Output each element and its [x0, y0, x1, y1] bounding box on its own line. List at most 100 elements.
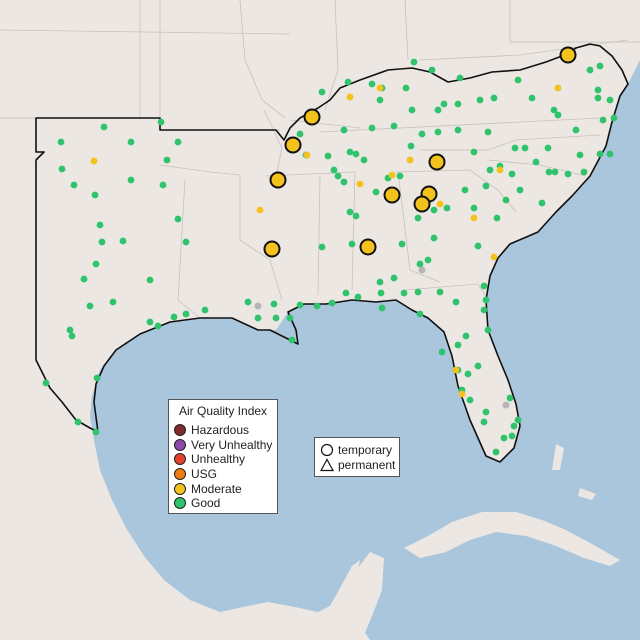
good-monitor: [416, 310, 424, 318]
good-monitor: [352, 212, 360, 220]
triangle-icon: [320, 457, 334, 471]
moderate-temporary-monitor: [359, 238, 377, 256]
circle-icon: [320, 443, 334, 456]
moderate-temporary-monitor: [269, 171, 287, 189]
good-monitor: [92, 260, 100, 268]
moderate-temporary-monitor: [383, 186, 401, 204]
good-monitor: [330, 166, 338, 174]
legend-item-temporary: temporary: [320, 442, 399, 457]
good-monitor: [86, 302, 94, 310]
good-monitor: [606, 150, 614, 158]
good-monitor: [146, 276, 154, 284]
no-data-monitor: [418, 266, 426, 274]
good-monitor: [244, 298, 252, 306]
good-monitor: [368, 124, 376, 132]
good-monitor: [594, 94, 602, 102]
good-monitor: [476, 96, 484, 104]
good-monitor: [482, 296, 490, 304]
good-monitor: [402, 84, 410, 92]
good-monitor: [400, 289, 408, 297]
bahamas-landmass: [552, 444, 596, 500]
good-monitor: [454, 126, 462, 134]
good-monitor: [58, 165, 66, 173]
good-monitor: [484, 326, 492, 334]
good-monitor: [466, 396, 474, 404]
good-monitor: [378, 304, 386, 312]
good-monitor: [610, 114, 618, 122]
good-monitor: [470, 204, 478, 212]
good-monitor: [486, 166, 494, 174]
legend-item-good: Good: [174, 496, 277, 511]
moderate-temporary-monitor: [263, 240, 281, 258]
good-monitor: [344, 78, 352, 86]
good-monitor: [340, 126, 348, 134]
good-monitor: [92, 428, 100, 436]
good-monitor: [454, 100, 462, 108]
good-monitor: [348, 240, 356, 248]
good-monitor: [464, 370, 472, 378]
good-monitor: [502, 196, 510, 204]
moderate-monitor: [452, 366, 460, 374]
good-monitor: [594, 86, 602, 94]
good-monitor: [318, 243, 326, 251]
good-monitor: [272, 314, 280, 322]
good-monitor: [390, 122, 398, 130]
good-monitor: [434, 128, 442, 136]
moderate-temporary-monitor: [413, 195, 431, 213]
legend-item-permanent: permanent: [320, 457, 399, 472]
good-monitor: [508, 170, 516, 178]
moderate-monitor: [303, 151, 311, 159]
good-monitor: [201, 306, 209, 314]
good-monitor: [596, 150, 604, 158]
good-monitor: [376, 278, 384, 286]
good-monitor: [596, 62, 604, 70]
good-monitor: [159, 181, 167, 189]
good-monitor: [545, 168, 553, 176]
good-monitor: [490, 94, 498, 102]
legend-label: Unhealthy: [191, 452, 246, 467]
good-monitor: [538, 199, 546, 207]
good-monitor: [528, 94, 536, 102]
moderate-monitor: [376, 84, 384, 92]
good-monitor: [424, 256, 432, 264]
moderate-temporary-monitor: [303, 108, 321, 126]
good-monitor: [396, 172, 404, 180]
good-monitor: [410, 58, 418, 66]
good-monitor: [414, 288, 422, 296]
moderate-monitor: [90, 157, 98, 165]
good-monitor: [377, 289, 385, 297]
good-monitor: [554, 111, 562, 119]
good-monitor: [482, 182, 490, 190]
monitor-type-legend: temporary permanent: [314, 437, 400, 477]
good-monitor: [544, 144, 552, 152]
good-monitor: [516, 186, 524, 194]
good-monitor: [599, 116, 607, 124]
good-monitor: [564, 170, 572, 178]
good-monitor: [127, 138, 135, 146]
moderate-swatch: [174, 482, 186, 495]
good-monitor: [70, 181, 78, 189]
good-monitor: [492, 448, 500, 456]
good-monitor: [334, 172, 342, 180]
good-monitor: [182, 310, 190, 318]
no-data-monitors: [254, 266, 510, 409]
good-monitor: [508, 432, 516, 440]
good-monitor: [500, 434, 508, 442]
legend-item-usg: USG: [174, 467, 277, 482]
moderate-monitor: [458, 390, 466, 398]
good-monitor: [390, 274, 398, 282]
good-monitor: [456, 74, 464, 82]
legend-label: Moderate: [191, 481, 242, 496]
legend-item-very-unhealthy: Very Unhealthy: [174, 438, 277, 453]
good-monitor: [163, 156, 171, 164]
good-monitor: [454, 341, 462, 349]
very-unhealthy-swatch: [174, 438, 186, 451]
good-monitor: [484, 128, 492, 136]
moderate-monitors-small: [90, 84, 562, 398]
good-monitor: [91, 191, 99, 199]
moderate-monitor: [356, 180, 364, 188]
good-monitor: [430, 206, 438, 214]
good-monitor: [352, 150, 360, 158]
good-monitor: [480, 418, 488, 426]
